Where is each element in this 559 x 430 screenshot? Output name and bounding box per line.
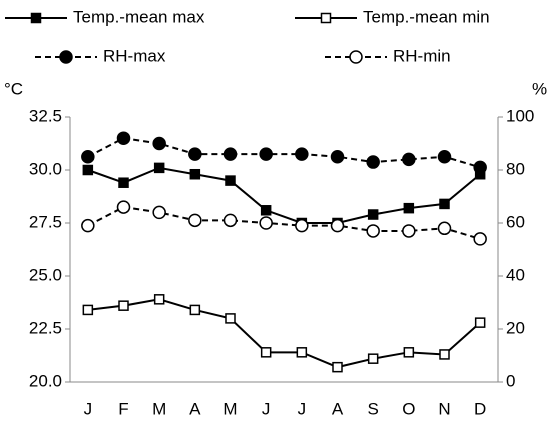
data-point — [81, 150, 95, 164]
series-line — [87, 206, 481, 240]
legend-marker — [30, 12, 42, 24]
y-tick-label: 32.5 — [29, 106, 62, 125]
data-point — [116, 131, 131, 145]
data-point — [367, 353, 379, 364]
series-line — [87, 298, 481, 369]
y2-tick-label: 20 — [506, 318, 525, 337]
legend-label: Temp.-mean min — [363, 7, 490, 26]
data-point — [260, 347, 272, 358]
data-point — [403, 202, 415, 214]
x-tick-label: N — [438, 399, 450, 418]
data-point — [223, 147, 238, 161]
y-tick-label: 30.0 — [29, 159, 62, 178]
data-point — [295, 147, 309, 161]
series-line — [87, 166, 481, 224]
data-point — [403, 347, 415, 358]
data-point — [225, 175, 236, 186]
legend-marker — [320, 12, 332, 24]
data-point — [296, 347, 308, 358]
x-tick-label: A — [189, 399, 201, 418]
data-point — [189, 304, 201, 316]
data-point — [330, 150, 345, 164]
data-point — [402, 152, 416, 167]
y-tick-label: 22.5 — [29, 318, 62, 337]
y-tick-label: 27.5 — [29, 212, 62, 231]
y2-tick-label: 100 — [506, 106, 534, 125]
data-point — [366, 155, 380, 169]
legend-label: Temp.-mean max — [73, 7, 205, 26]
data-point — [82, 304, 94, 316]
data-point — [473, 160, 487, 175]
y2-tick-label: 80 — [506, 159, 525, 178]
data-point — [118, 177, 129, 188]
legend-label: RH-min — [393, 46, 451, 65]
data-point — [259, 216, 273, 230]
x-tick-label: M — [223, 399, 237, 418]
data-point — [259, 147, 273, 161]
x-tick-label: O — [402, 399, 415, 418]
x-tick-label: F — [118, 399, 128, 418]
y2-tick-label: 40 — [506, 265, 525, 284]
y-unit-label: °C — [4, 79, 23, 98]
legend-marker — [349, 50, 363, 64]
data-point — [366, 224, 380, 238]
data-point — [332, 361, 343, 373]
data-point — [260, 205, 272, 216]
data-point — [152, 205, 166, 220]
data-point — [367, 209, 379, 220]
data-point — [118, 300, 129, 311]
x-tick-label: J — [84, 399, 93, 418]
data-point — [439, 349, 450, 360]
data-point — [81, 218, 95, 233]
data-point — [402, 224, 416, 238]
x-tick-label: S — [367, 399, 378, 418]
x-tick-label: D — [474, 399, 486, 418]
data-point — [437, 150, 452, 164]
data-point — [439, 198, 450, 210]
series-line — [87, 137, 481, 169]
data-point — [330, 218, 345, 233]
legend-marker — [59, 50, 73, 64]
data-point — [225, 313, 236, 324]
y-tick-label: 25.0 — [29, 265, 62, 284]
x-tick-label: J — [298, 399, 307, 418]
x-tick-label: A — [332, 399, 344, 418]
legend-label: RH-max — [103, 46, 166, 65]
x-tick-label: M — [152, 399, 166, 418]
x-tick-label: J — [262, 399, 271, 418]
data-point — [189, 168, 201, 180]
data-point — [153, 294, 165, 305]
data-point — [473, 232, 487, 246]
data-point — [295, 218, 309, 233]
data-point — [82, 164, 94, 176]
data-point — [152, 136, 166, 151]
data-point — [223, 213, 238, 228]
y-tick-label: 20.0 — [29, 371, 62, 390]
data-point — [153, 162, 165, 174]
y2-unit-label: % — [532, 79, 547, 98]
y2-tick-label: 60 — [506, 212, 525, 231]
data-point — [188, 213, 202, 228]
data-point — [437, 221, 452, 236]
data-point — [116, 200, 131, 214]
data-point — [474, 317, 486, 328]
data-point — [188, 147, 202, 161]
y2-tick-label: 0 — [506, 371, 515, 390]
